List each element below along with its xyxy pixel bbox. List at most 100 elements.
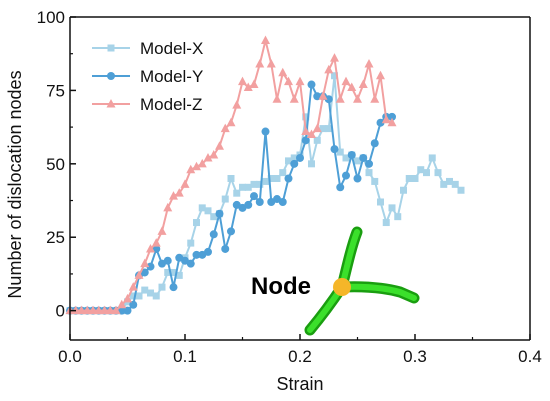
data-point-model-x-28 <box>227 175 235 182</box>
data-point-model-z-9 <box>117 299 127 309</box>
x-tick-label: 0.1 <box>173 347 197 366</box>
series-model-z <box>65 35 397 315</box>
legend-item-model-y: Model-Y <box>92 67 203 86</box>
data-point-model-y-9 <box>117 306 126 315</box>
data-point-model-y-46 <box>330 145 339 154</box>
data-point-model-z-43 <box>312 123 322 133</box>
data-point-model-y-48 <box>342 171 350 180</box>
x-tick-label: 0.0 <box>58 347 82 366</box>
data-point-model-y-25 <box>209 230 218 239</box>
data-point-model-y-38 <box>284 174 293 183</box>
legend-item-model-x: Model-X <box>92 39 203 58</box>
data-point-model-y-27 <box>221 244 230 253</box>
data-point-model-z-19 <box>174 188 184 197</box>
data-point-model-x-52 <box>365 169 373 177</box>
data-point-model-z-7 <box>105 305 115 315</box>
y-tick-label: 100 <box>37 8 65 27</box>
data-point-model-x-29 <box>233 189 241 197</box>
data-point-model-z-27 <box>220 123 230 133</box>
data-point-model-x-57 <box>394 213 402 221</box>
data-point-model-x-65 <box>440 180 448 188</box>
data-point-model-z-28 <box>226 117 236 127</box>
data-point-model-x-56 <box>388 204 396 212</box>
data-point-model-z-40 <box>295 76 305 86</box>
data-point-model-z-12 <box>134 270 144 279</box>
x-axis-title: Strain <box>276 374 323 394</box>
data-point-model-x-35 <box>267 175 275 182</box>
data-point-model-x-12 <box>135 292 143 300</box>
data-point-model-z-34 <box>261 35 270 44</box>
data-point-model-z-42 <box>307 129 316 138</box>
data-point-model-y-10 <box>123 306 132 315</box>
data-point-model-x-30 <box>239 183 246 191</box>
data-point-model-x-48 <box>342 154 350 162</box>
data-point-model-z-56 <box>387 117 397 127</box>
data-point-model-z-5 <box>94 305 104 315</box>
data-point-model-x-63 <box>428 154 436 162</box>
data-point-model-z-49 <box>347 82 357 91</box>
legend-marker <box>107 72 115 80</box>
series-layer <box>65 35 465 315</box>
data-point-model-z-26 <box>215 141 224 150</box>
y-axis-title: Number of dislocation nodes <box>5 70 25 298</box>
data-point-model-z-52 <box>364 58 374 68</box>
data-point-model-z-2 <box>77 305 86 315</box>
node-junction-dot <box>333 278 351 296</box>
data-point-model-y-42 <box>307 80 316 89</box>
legend-label: Model-Z <box>140 95 202 114</box>
x-tick-label: 0.4 <box>518 347 542 366</box>
data-point-model-z-55 <box>381 114 391 124</box>
data-point-model-y-39 <box>290 159 299 168</box>
data-point-model-x-32 <box>250 180 258 188</box>
data-point-model-x-68 <box>457 186 465 194</box>
data-point-model-y-11 <box>129 300 138 309</box>
data-point-model-z-29 <box>232 100 242 109</box>
data-point-model-z-14 <box>146 243 155 253</box>
node-illustration: Node <box>251 226 420 336</box>
data-point-model-y-56 <box>388 112 396 121</box>
data-point-model-z-15 <box>151 238 161 247</box>
data-point-model-z-31 <box>243 82 253 91</box>
data-point-model-x-34 <box>262 177 269 185</box>
data-point-model-x-47 <box>336 148 344 156</box>
y-tick-label: 0 <box>56 302 65 321</box>
data-point-model-z-33 <box>255 58 265 68</box>
data-point-model-z-22 <box>192 161 201 171</box>
data-point-model-y-15 <box>152 244 161 253</box>
data-point-model-x-33 <box>256 180 264 188</box>
data-point-model-y-52 <box>365 159 373 168</box>
legend-marker <box>106 99 116 108</box>
data-point-model-z-46 <box>330 53 339 62</box>
data-point-model-x-17 <box>164 268 172 276</box>
data-point-model-y-13 <box>140 268 149 277</box>
data-point-model-z-18 <box>169 191 178 200</box>
data-point-model-x-44 <box>319 125 327 133</box>
data-point-model-x-16 <box>158 283 166 291</box>
series-model-y <box>66 80 396 315</box>
data-point-model-z-48 <box>341 76 351 86</box>
data-point-model-z-6 <box>100 305 109 315</box>
data-point-model-z-38 <box>284 76 293 86</box>
data-point-model-y-17 <box>163 256 172 265</box>
data-point-model-x-41 <box>302 113 310 121</box>
data-point-model-x-23 <box>198 204 206 212</box>
data-point-model-x-43 <box>313 136 321 144</box>
data-point-model-z-36 <box>272 94 282 103</box>
data-point-model-z-32 <box>249 79 259 89</box>
data-point-model-z-47 <box>335 94 345 103</box>
data-point-model-x-55 <box>382 219 390 227</box>
data-point-model-x-31 <box>244 183 252 191</box>
data-point-model-z-10 <box>123 293 132 303</box>
data-point-model-y-21 <box>186 259 195 268</box>
legend-label: Model-Y <box>140 67 203 86</box>
data-point-model-x-67 <box>451 180 459 188</box>
data-point-model-x-37 <box>279 169 287 177</box>
data-point-model-x-59 <box>405 175 413 182</box>
data-point-model-y-18 <box>169 283 178 292</box>
data-point-model-z-41 <box>301 126 311 136</box>
data-point-model-x-50 <box>354 157 361 165</box>
axes: 0.0 0.1 0.2 0.3 0.4 0 25 50 75 100 Strain Number of… <box>5 8 542 394</box>
data-point-model-y-53 <box>370 139 379 148</box>
data-point-model-y-31 <box>244 200 253 209</box>
